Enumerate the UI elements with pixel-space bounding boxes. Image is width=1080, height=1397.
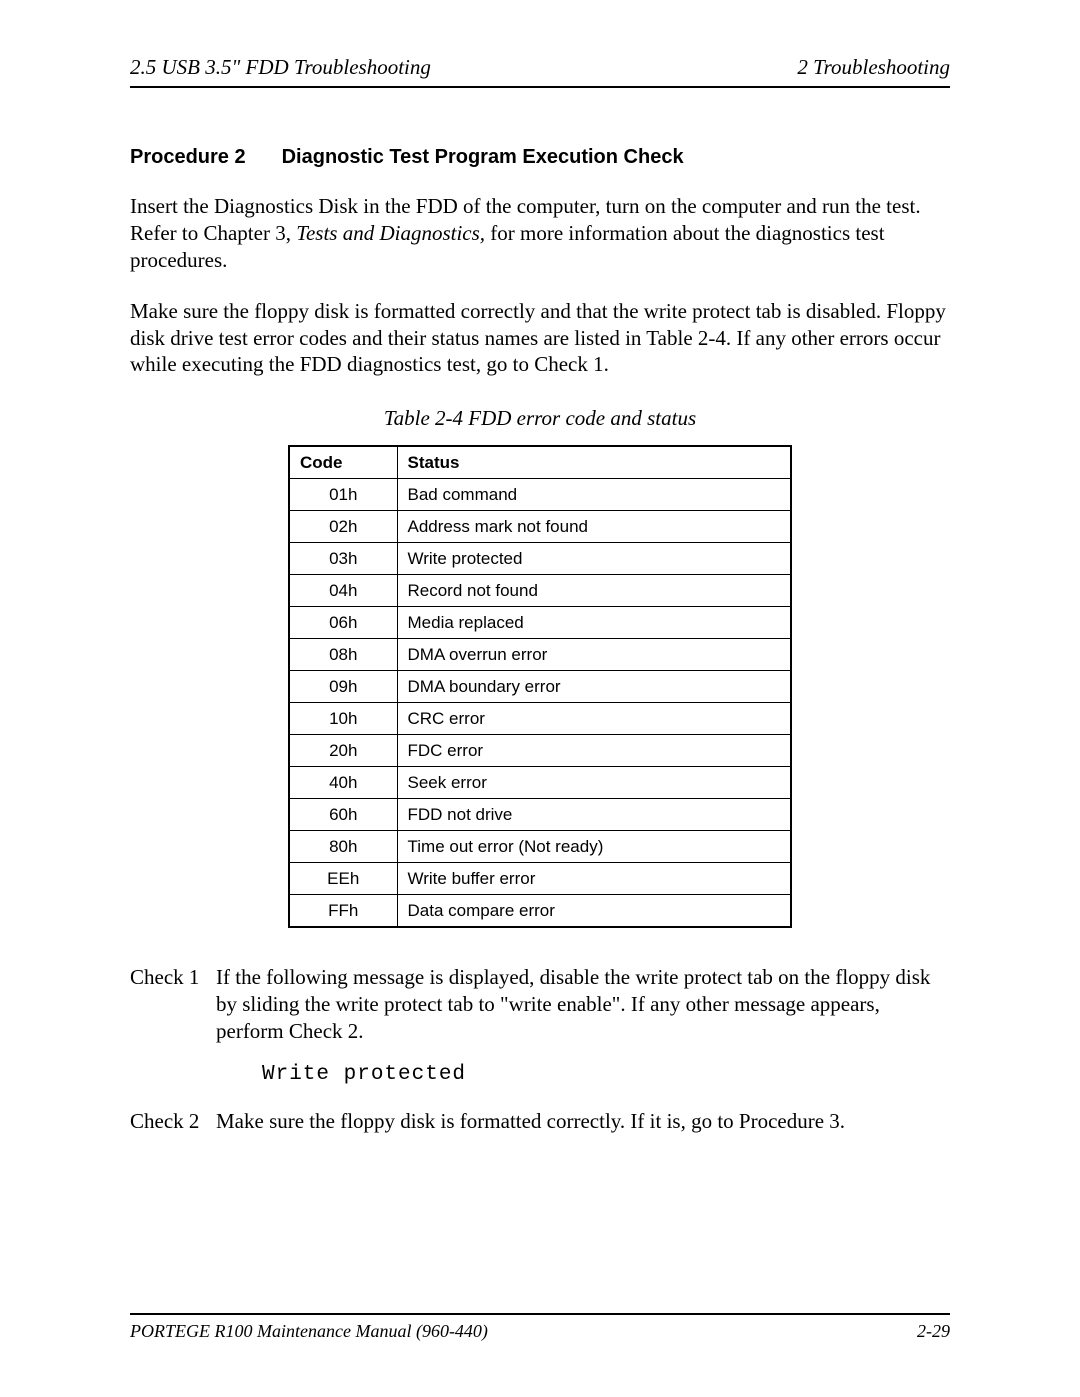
running-footer: PORTEGE R100 Maintenance Manual (960-440…: [130, 1313, 950, 1342]
header-left: 2.5 USB 3.5" FDD Troubleshooting: [130, 55, 431, 80]
table-cell-code: 40h: [289, 767, 397, 799]
table-cell-code: 09h: [289, 671, 397, 703]
table-cell-code: 10h: [289, 703, 397, 735]
table-cell-status: Write buffer error: [397, 863, 791, 895]
check-1-label: Check 1: [130, 964, 216, 1045]
table-cell-status: CRC error: [397, 703, 791, 735]
table-cell-code: 01h: [289, 479, 397, 511]
procedure-label: Procedure 2: [130, 146, 246, 169]
check-2-text: Make sure the floppy disk is formatted c…: [216, 1108, 950, 1135]
table-row: 09hDMA boundary error: [289, 671, 791, 703]
table-row: 60hFDD not drive: [289, 799, 791, 831]
check-2-label: Check 2: [130, 1108, 216, 1135]
table-body: 01hBad command02hAddress mark not found0…: [289, 479, 791, 928]
table-cell-code: 02h: [289, 511, 397, 543]
table-cell-status: Seek error: [397, 767, 791, 799]
running-header: 2.5 USB 3.5" FDD Troubleshooting 2 Troub…: [130, 55, 950, 88]
header-right: 2 Troubleshooting: [797, 55, 950, 80]
table-cell-status: Time out error (Not ready): [397, 831, 791, 863]
table-cell-status: FDC error: [397, 735, 791, 767]
paragraph-2: Make sure the floppy disk is formatted c…: [130, 298, 950, 379]
footer-left: PORTEGE R100 Maintenance Manual (960-440…: [130, 1321, 488, 1342]
table-row: FFhData compare error: [289, 895, 791, 928]
table-header-status: Status: [397, 446, 791, 479]
page: 2.5 USB 3.5" FDD Troubleshooting 2 Troub…: [0, 0, 1080, 1397]
table-row: 20hFDC error: [289, 735, 791, 767]
table-row: 08hDMA overrun error: [289, 639, 791, 671]
table-row: 04hRecord not found: [289, 575, 791, 607]
table-cell-code: 06h: [289, 607, 397, 639]
check-1-row: Check 1 If the following message is disp…: [130, 964, 950, 1045]
paragraph-1: Insert the Diagnostics Disk in the FDD o…: [130, 193, 950, 274]
table-cell-code: FFh: [289, 895, 397, 928]
content-area: 2.5 USB 3.5" FDD Troubleshooting 2 Troub…: [130, 55, 950, 1342]
footer-right: 2-29: [917, 1321, 950, 1342]
table-header-code: Code: [289, 446, 397, 479]
procedure-title: Diagnostic Test Program Execution Check: [282, 146, 684, 168]
check-1-mono: Write protected: [262, 1063, 950, 1086]
table-cell-status: Bad command: [397, 479, 791, 511]
check-1-text: If the following message is displayed, d…: [216, 964, 950, 1045]
table-caption: Table 2-4 FDD error code and status: [130, 406, 950, 431]
table-row: EEhWrite buffer error: [289, 863, 791, 895]
table-cell-code: 60h: [289, 799, 397, 831]
table-cell-code: 03h: [289, 543, 397, 575]
table-cell-status: DMA boundary error: [397, 671, 791, 703]
table-cell-status: Write protected: [397, 543, 791, 575]
table-row: 01hBad command: [289, 479, 791, 511]
table-cell-status: Media replaced: [397, 607, 791, 639]
table-row: 03hWrite protected: [289, 543, 791, 575]
table-header-row: Code Status: [289, 446, 791, 479]
table-cell-status: FDD not drive: [397, 799, 791, 831]
table-cell-code: 08h: [289, 639, 397, 671]
table-row: 02hAddress mark not found: [289, 511, 791, 543]
check-2-row: Check 2 Make sure the floppy disk is for…: [130, 1108, 950, 1135]
table-cell-status: Address mark not found: [397, 511, 791, 543]
table-cell-status: DMA overrun error: [397, 639, 791, 671]
checks-block: Check 1 If the following message is disp…: [130, 964, 950, 1135]
table-row: 06hMedia replaced: [289, 607, 791, 639]
table-cell-code: 80h: [289, 831, 397, 863]
table-cell-code: EEh: [289, 863, 397, 895]
error-code-table: Code Status 01hBad command02hAddress mar…: [288, 445, 792, 928]
procedure-heading: Procedure 2 Diagnostic Test Program Execu…: [130, 146, 950, 169]
table-row: 40hSeek error: [289, 767, 791, 799]
table-row: 10hCRC error: [289, 703, 791, 735]
paragraph-1-italic: Tests and Diagnostics,: [296, 221, 485, 245]
table-cell-status: Record not found: [397, 575, 791, 607]
table-cell-status: Data compare error: [397, 895, 791, 928]
table-cell-code: 04h: [289, 575, 397, 607]
table-row: 80hTime out error (Not ready): [289, 831, 791, 863]
table-cell-code: 20h: [289, 735, 397, 767]
